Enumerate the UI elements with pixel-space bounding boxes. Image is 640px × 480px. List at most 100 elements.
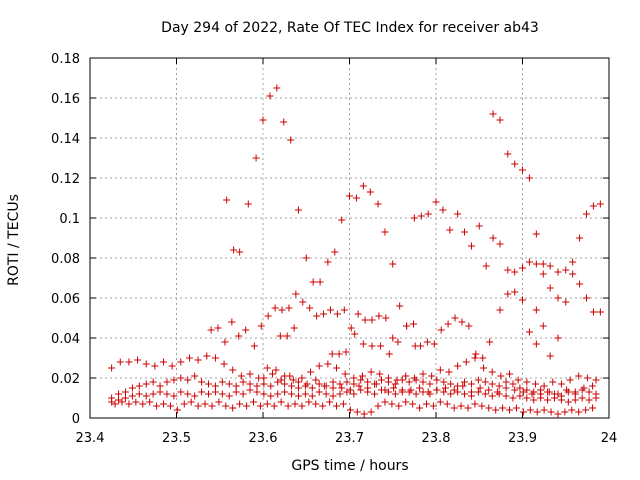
- data-point-marker: [156, 382, 164, 390]
- data-point-marker: [489, 234, 497, 242]
- data-point-marker: [432, 198, 440, 206]
- data-point-marker: [546, 352, 554, 360]
- data-point-marker: [142, 380, 150, 388]
- data-point-marker: [368, 316, 376, 324]
- data-point-marker: [512, 404, 520, 412]
- data-point-marker: [389, 260, 397, 268]
- data-point-marker: [539, 322, 547, 330]
- data-point-marker: [547, 408, 555, 416]
- data-point-marker: [381, 386, 389, 394]
- data-point-marker: [281, 388, 289, 396]
- data-point-marker: [592, 376, 600, 384]
- data-point-marker: [252, 154, 260, 162]
- data-point-marker: [329, 384, 337, 392]
- data-point-marker: [467, 242, 475, 250]
- data-point-marker: [336, 390, 344, 398]
- data-point-marker: [493, 388, 501, 396]
- data-point-marker: [229, 366, 237, 374]
- data-point-marker: [324, 360, 332, 368]
- data-point-marker: [575, 408, 583, 416]
- data-point-marker: [506, 406, 514, 414]
- data-point-marker: [163, 390, 171, 398]
- data-point-marker: [519, 296, 526, 304]
- data-point-marker: [562, 298, 570, 306]
- data-point-marker: [347, 324, 355, 332]
- data-point-marker: [246, 380, 254, 388]
- data-point-marker: [465, 322, 473, 330]
- data-point-marker: [132, 398, 140, 406]
- data-point-marker: [278, 306, 286, 314]
- data-point-marker: [546, 262, 554, 270]
- data-point-marker: [173, 406, 181, 414]
- data-point-marker: [246, 370, 254, 378]
- data-point-marker: [447, 380, 455, 388]
- data-point-marker: [222, 402, 230, 410]
- data-point-marker: [525, 258, 533, 266]
- data-point-marker: [187, 398, 195, 406]
- data-point-marker: [585, 396, 593, 404]
- data-point-marker: [191, 372, 199, 380]
- data-point-marker: [292, 290, 300, 298]
- data-point-marker: [461, 378, 469, 386]
- x-axis-title: GPS time / hours: [291, 458, 408, 474]
- data-point-marker: [177, 374, 185, 382]
- data-point-marker: [364, 384, 372, 392]
- data-point-marker: [398, 388, 406, 396]
- data-point-marker: [184, 376, 192, 384]
- data-point-marker: [260, 374, 268, 382]
- data-point-marker: [346, 192, 353, 200]
- data-point-marker: [583, 294, 591, 302]
- data-point-marker: [111, 400, 119, 408]
- data-point-marker: [146, 398, 154, 406]
- data-point-marker: [211, 382, 219, 390]
- data-point-marker: [315, 388, 323, 396]
- data-point-marker: [489, 110, 497, 118]
- data-point-marker: [382, 314, 390, 322]
- data-point-marker: [589, 308, 597, 316]
- data-point-marker: [454, 362, 462, 370]
- data-point-marker: [218, 390, 226, 398]
- data-point-marker: [338, 384, 346, 392]
- data-point-marker: [354, 310, 362, 318]
- data-point-marker: [394, 338, 402, 346]
- data-point-marker: [307, 368, 315, 376]
- data-point-marker: [516, 384, 524, 392]
- data-point-marker: [571, 388, 579, 396]
- data-point-marker: [134, 356, 142, 364]
- data-point-marker: [128, 392, 136, 400]
- data-point-marker: [308, 384, 316, 392]
- data-point-marker: [557, 380, 565, 388]
- data-point-marker: [160, 400, 168, 408]
- data-point-marker: [205, 380, 213, 388]
- data-point-marker: [422, 400, 430, 408]
- data-point-marker: [264, 312, 272, 320]
- data-point-marker: [509, 380, 517, 388]
- data-point-marker: [546, 284, 554, 292]
- data-point-marker: [419, 370, 427, 378]
- data-point-marker: [331, 248, 339, 256]
- data-point-marker: [447, 390, 455, 398]
- data-point-marker: [180, 400, 188, 408]
- data-point-marker: [396, 302, 404, 310]
- data-point-marker: [589, 382, 597, 390]
- data-point-marker: [301, 390, 309, 398]
- data-point-marker: [575, 372, 583, 380]
- data-point-marker: [177, 358, 185, 366]
- data-point-marker: [485, 404, 493, 412]
- data-point-marker: [367, 408, 375, 416]
- data-point-marker: [242, 326, 250, 334]
- data-point-marker: [511, 268, 519, 276]
- data-point-marker: [115, 390, 123, 398]
- data-point-marker: [475, 222, 483, 230]
- data-point-marker: [596, 308, 604, 316]
- grid: [90, 58, 609, 418]
- data-point-marker: [554, 268, 562, 276]
- data-point-marker: [389, 334, 397, 342]
- data-point-marker: [398, 376, 406, 384]
- data-point-marker: [221, 338, 229, 346]
- data-point-marker: [486, 338, 494, 346]
- data-point-marker: [198, 378, 206, 386]
- data-point-marker: [371, 390, 379, 398]
- data-point-marker: [511, 160, 519, 168]
